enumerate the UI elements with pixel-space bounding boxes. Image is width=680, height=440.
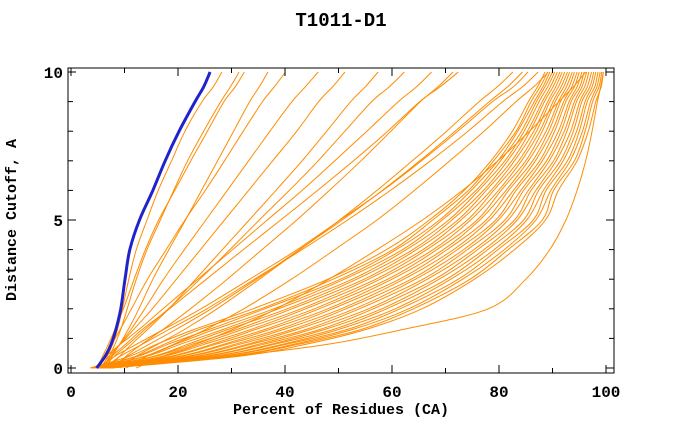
model-curve bbox=[104, 71, 588, 369]
model-curve bbox=[100, 71, 459, 369]
model-curve bbox=[98, 71, 529, 369]
model-curve bbox=[100, 71, 575, 369]
x-tick-label: 60 bbox=[382, 384, 401, 402]
model-curve bbox=[103, 71, 240, 369]
model-curve bbox=[108, 71, 379, 369]
model-curve bbox=[91, 71, 551, 369]
model-curve bbox=[96, 71, 245, 369]
model-curve bbox=[96, 71, 563, 369]
model-curve bbox=[111, 71, 604, 369]
model-curve bbox=[99, 71, 573, 369]
model-curve bbox=[107, 71, 595, 369]
x-tick-label: 80 bbox=[489, 384, 508, 402]
chart-title: T1011-D1 bbox=[295, 10, 386, 32]
model-curve bbox=[94, 71, 558, 369]
axis-ticks bbox=[68, 68, 614, 373]
model-curve bbox=[97, 71, 604, 369]
model-curve bbox=[101, 71, 223, 369]
model-curve bbox=[101, 71, 580, 369]
model-curve bbox=[104, 71, 585, 369]
model-curve bbox=[108, 71, 599, 369]
model-curve bbox=[95, 71, 432, 369]
x-axis-label: Percent of Residues (CA) bbox=[233, 402, 449, 419]
model-curve bbox=[111, 71, 523, 369]
x-tick-label: 0 bbox=[66, 384, 76, 402]
y-axis-label: Distance Cutoff, A bbox=[4, 139, 21, 301]
model-curve bbox=[105, 71, 590, 369]
model-curve bbox=[93, 71, 556, 369]
x-tick-label: 100 bbox=[592, 384, 621, 402]
x-tick-label: 40 bbox=[275, 384, 294, 402]
model-curve bbox=[90, 71, 546, 369]
model-curve bbox=[97, 71, 286, 369]
model-curve bbox=[110, 71, 601, 369]
axis-tick-labels: 0 20 40 60 80 100 0 5 10 bbox=[44, 65, 621, 402]
model-curve bbox=[106, 71, 593, 369]
model-curve bbox=[114, 71, 454, 369]
model-curve bbox=[136, 71, 587, 369]
model-curve bbox=[101, 71, 578, 369]
model-curve bbox=[91, 71, 549, 369]
model-curve bbox=[95, 71, 561, 369]
model-curve bbox=[103, 71, 583, 369]
y-tick-label: 0 bbox=[53, 361, 63, 379]
model-curve bbox=[97, 71, 566, 369]
highlighted-curve bbox=[95, 71, 212, 369]
model-curve bbox=[104, 71, 539, 369]
model-curve bbox=[97, 71, 568, 369]
model-curve bbox=[110, 71, 603, 369]
y-tick-label: 10 bbox=[44, 65, 63, 83]
x-tick-label: 20 bbox=[168, 384, 187, 402]
model-curve bbox=[108, 71, 597, 369]
curves-layer bbox=[90, 71, 604, 369]
model-curve bbox=[125, 71, 549, 369]
model-curve bbox=[102, 71, 319, 369]
y-tick-label: 5 bbox=[53, 213, 63, 231]
model-curve bbox=[103, 71, 405, 369]
model-curve bbox=[92, 71, 553, 369]
model-curve bbox=[98, 71, 571, 369]
